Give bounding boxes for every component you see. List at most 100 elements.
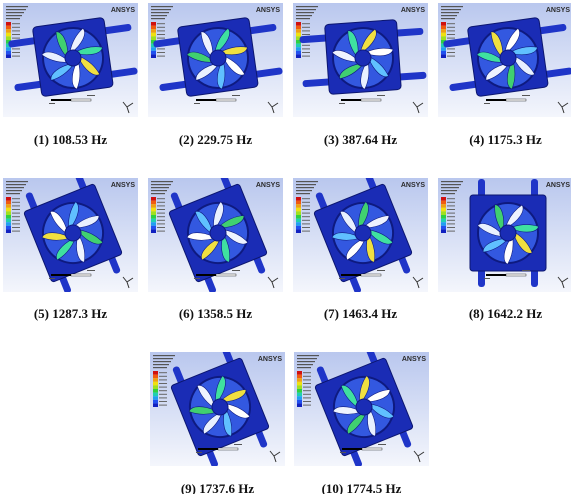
legend-swatch [297, 371, 302, 375]
fan-hub [500, 225, 516, 241]
legend-text [12, 205, 20, 206]
legend-text [447, 202, 455, 203]
scale-bar [51, 274, 71, 276]
caption: (10) 1774.5 Hz [287, 481, 437, 494]
figure: ANSYS(1) 108.53 HzANSYS(2) 229.75 HzANSY… [0, 0, 571, 494]
legend-text [302, 213, 310, 214]
legend-swatch [441, 201, 446, 205]
legend-swatch [441, 219, 446, 223]
scale-bar [506, 274, 526, 276]
legend-text [302, 205, 310, 206]
header-line [153, 364, 169, 365]
scale-bar [218, 448, 238, 450]
scale-bar [342, 448, 362, 450]
legend-swatch [297, 382, 302, 386]
legend-text [12, 209, 20, 210]
legend-swatch [151, 201, 156, 205]
header-line [151, 18, 165, 19]
legend-swatch [296, 222, 301, 226]
legend-swatch [6, 51, 11, 55]
mode-shape-image: ANSYS [3, 178, 138, 292]
scale-bar [341, 99, 361, 101]
legend-text [159, 387, 167, 388]
legend-text [302, 48, 310, 49]
header-line [6, 181, 28, 182]
scale-text [234, 444, 242, 445]
legend-text [303, 397, 311, 398]
scale-bar [341, 274, 361, 276]
legend-swatch [441, 51, 446, 55]
legend-text [157, 52, 165, 53]
header-line [441, 190, 457, 191]
legend-text [159, 376, 167, 377]
legend-text [157, 205, 165, 206]
legend-text [157, 56, 165, 57]
legend-text [303, 383, 311, 384]
legend-swatch [6, 36, 11, 40]
watermark: ANSYS [546, 7, 570, 14]
legend-text [302, 216, 310, 217]
legend-swatch [153, 382, 158, 386]
header-line [151, 187, 169, 188]
header-line [296, 193, 310, 194]
legend-swatch [151, 229, 156, 233]
legend-swatch [296, 229, 301, 233]
legend-swatch [441, 211, 446, 215]
scale-text [339, 103, 345, 104]
header-line [297, 364, 313, 365]
legend-text [159, 397, 167, 398]
scale-bar [51, 99, 71, 101]
scale-text [196, 452, 202, 453]
legend-swatch [441, 229, 446, 233]
legend-swatch [151, 215, 156, 219]
caption: (8) 1642.2 Hz [431, 306, 571, 322]
legend-text [447, 34, 455, 35]
legend-text [302, 30, 310, 31]
legend-text [159, 379, 167, 380]
legend-swatch [151, 22, 156, 26]
legend-swatch [6, 47, 11, 51]
scale-text [377, 95, 385, 96]
legend-text [303, 405, 311, 406]
legend-text [303, 394, 311, 395]
header-line [441, 18, 455, 19]
watermark: ANSYS [256, 7, 280, 14]
legend-text [303, 372, 311, 373]
legend-text [157, 23, 165, 24]
legend-text [303, 401, 311, 402]
legend-text [302, 231, 310, 232]
header-line [6, 187, 24, 188]
scale-text [194, 103, 200, 104]
scale-bar [486, 99, 506, 101]
legend-text [12, 220, 20, 221]
legend-swatch [441, 47, 446, 51]
scale-text [194, 278, 200, 279]
legend-swatch [6, 229, 11, 233]
scale-text [232, 270, 240, 271]
scale-bar [71, 99, 91, 101]
header-line [151, 6, 173, 7]
legend-swatch [296, 29, 301, 33]
legend-text [159, 394, 167, 395]
legend-text [447, 213, 455, 214]
legend-text [447, 205, 455, 206]
scale-bar [216, 274, 236, 276]
legend-text [302, 227, 310, 228]
legend-text [157, 48, 165, 49]
legend-text [12, 213, 20, 214]
legend-text [302, 209, 310, 210]
legend-text [447, 209, 455, 210]
caption: (4) 1175.3 Hz [431, 132, 571, 148]
watermark: ANSYS [402, 356, 426, 363]
legend-text [12, 34, 20, 35]
legend-text [447, 56, 455, 57]
legend-text [302, 223, 310, 224]
legend-text [447, 198, 455, 199]
legend-swatch [296, 26, 301, 30]
header-line [441, 181, 463, 182]
legend-text [447, 27, 455, 28]
caption: (2) 229.75 Hz [141, 132, 291, 148]
legend-swatch [441, 204, 446, 208]
legend-text [157, 231, 165, 232]
legend-text [302, 202, 310, 203]
